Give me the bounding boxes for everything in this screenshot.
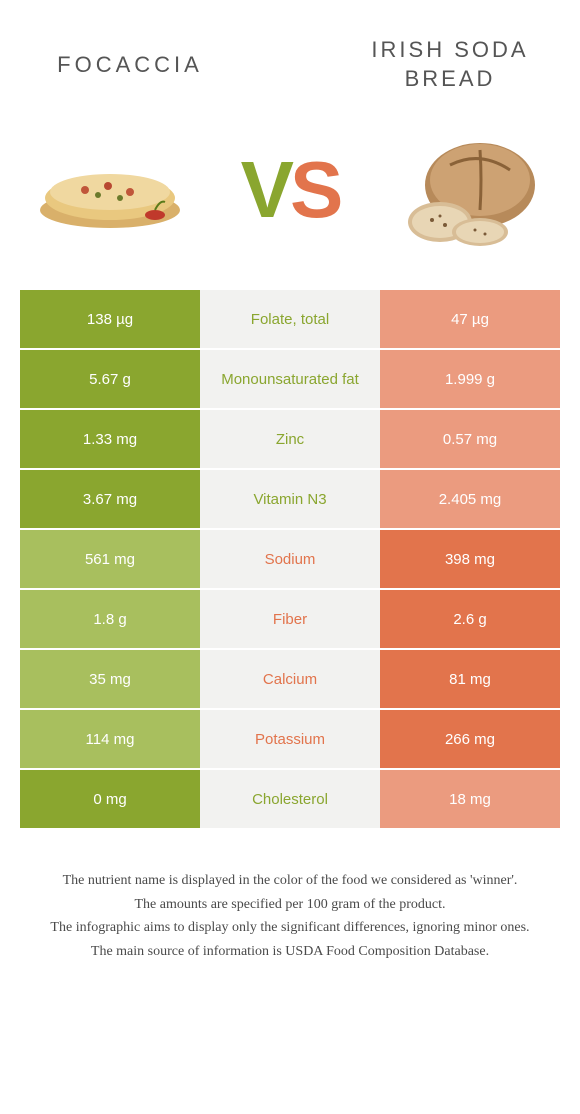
nutrient-label: Zinc [200, 410, 380, 468]
left-value: 138 µg [20, 290, 200, 348]
footnote-line: The infographic aims to display only the… [20, 917, 560, 939]
vs-s: S [290, 145, 339, 234]
focaccia-image [30, 125, 190, 255]
nutrient-label: Monounsaturated fat [200, 350, 380, 408]
right-value: 81 mg [380, 650, 560, 708]
header-row: Focaccia Irish soda bread [0, 0, 580, 110]
vs-label: VS [241, 144, 340, 236]
left-value: 35 mg [20, 650, 200, 708]
nutrient-label: Calcium [200, 650, 380, 708]
nutrient-label: Sodium [200, 530, 380, 588]
comparison-table: 138 µgFolate, total47 µg5.67 gMonounsatu… [0, 290, 580, 828]
footnotes: The nutrient name is displayed in the co… [0, 830, 580, 963]
vs-v: V [241, 145, 290, 234]
food-title-right: Irish soda bread [350, 36, 550, 93]
footnote-line: The amounts are specified per 100 gram o… [20, 894, 560, 916]
right-value: 266 mg [380, 710, 560, 768]
nutrient-label: Fiber [200, 590, 380, 648]
right-value: 2.6 g [380, 590, 560, 648]
footnote-line: The nutrient name is displayed in the co… [20, 870, 560, 892]
left-value: 561 mg [20, 530, 200, 588]
nutrient-label: Cholesterol [200, 770, 380, 828]
right-value: 18 mg [380, 770, 560, 828]
image-row: VS [0, 110, 580, 290]
footnote-line: The main source of information is USDA F… [20, 941, 560, 963]
left-value: 1.33 mg [20, 410, 200, 468]
nutrient-label: Potassium [200, 710, 380, 768]
table-row: 5.67 gMonounsaturated fat1.999 g [20, 350, 560, 408]
right-value: 398 mg [380, 530, 560, 588]
left-value: 5.67 g [20, 350, 200, 408]
right-value: 2.405 mg [380, 470, 560, 528]
left-value: 3.67 mg [20, 470, 200, 528]
table-row: 0 mgCholesterol18 mg [20, 770, 560, 828]
right-value: 1.999 g [380, 350, 560, 408]
table-row: 561 mgSodium398 mg [20, 530, 560, 588]
food-title-left: Focaccia [30, 51, 230, 80]
left-value: 114 mg [20, 710, 200, 768]
right-value: 0.57 mg [380, 410, 560, 468]
left-value: 1.8 g [20, 590, 200, 648]
table-row: 1.8 gFiber2.6 g [20, 590, 560, 648]
table-row: 138 µgFolate, total47 µg [20, 290, 560, 348]
table-row: 114 mgPotassium266 mg [20, 710, 560, 768]
nutrient-label: Vitamin N3 [200, 470, 380, 528]
table-row: 1.33 mgZinc0.57 mg [20, 410, 560, 468]
left-value: 0 mg [20, 770, 200, 828]
table-row: 3.67 mgVitamin N32.405 mg [20, 470, 560, 528]
nutrient-label: Folate, total [200, 290, 380, 348]
right-value: 47 µg [380, 290, 560, 348]
soda-bread-image [390, 125, 550, 255]
table-row: 35 mgCalcium81 mg [20, 650, 560, 708]
